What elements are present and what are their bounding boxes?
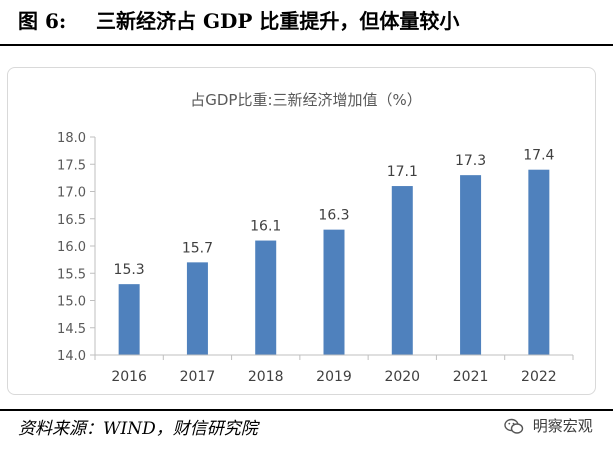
y-tick-label: 17.5 (57, 158, 86, 173)
y-tick-label: 17.0 (57, 186, 86, 201)
bar-2020 (391, 186, 413, 355)
x-tick-label: 2018 (248, 369, 284, 385)
bar-2019 (323, 229, 345, 355)
bars (118, 169, 550, 355)
chart-container: 占GDP比重:三新经济增加值（%） 14.0 14.5 15.0 15.5 16.0 16… (7, 67, 596, 395)
data-label: 16.1 (250, 219, 281, 235)
x-tick-label: 2022 (521, 369, 557, 385)
wechat-icon (504, 418, 524, 434)
footer-rule (0, 409, 613, 411)
y-tick-label: 16.5 (57, 213, 86, 228)
y-tick-label: 16.0 (57, 240, 86, 255)
source-note: 资料来源：WIND，财信研究院 (18, 419, 258, 439)
y-tick-label: 14.0 (57, 349, 86, 364)
y-tick-label: 14.5 (57, 322, 86, 337)
data-label: 15.7 (182, 240, 213, 256)
bar-2017 (186, 262, 208, 355)
data-label: 17.4 (523, 148, 554, 164)
y-tick-label: 15.5 (57, 267, 86, 282)
bar-2021 (460, 175, 482, 355)
data-label: 15.3 (114, 262, 145, 278)
bar-chart: 占GDP比重:三新经济增加值（%） 14.0 14.5 15.0 15.5 16.0 16… (57, 91, 574, 385)
chart-title: 占GDP比重:三新经济增加值（%） (190, 91, 422, 109)
x-tick-label: 2020 (384, 369, 420, 385)
data-label: 17.1 (387, 164, 418, 180)
x-tick-label: 2021 (453, 369, 489, 385)
bar-2016 (118, 284, 140, 355)
x-axis: 2016 2017 2018 2019 2020 2021 2022 (94, 354, 574, 385)
bar-2018 (255, 240, 277, 355)
x-tick-label: 2019 (316, 369, 352, 385)
y-tick-label: 18.0 (57, 131, 86, 146)
data-label: 17.3 (455, 153, 486, 169)
figure-caption: 三新经济占 GDP 比重提升，但体量较小 (96, 9, 460, 33)
watermark-text: 明察宏观 (532, 417, 593, 435)
y-tick-label: 15.0 (57, 295, 86, 310)
figure-header: 图 6: 三新经济占 GDP 比重提升，但体量较小 (0, 0, 613, 42)
watermark: 明察宏观 (504, 413, 593, 439)
y-axis: 14.0 14.5 15.0 15.5 16.0 16.5 17.0 17.5 18.0 (57, 131, 96, 364)
header-rule (0, 44, 613, 46)
data-label: 16.3 (318, 208, 349, 224)
data-labels: 15.3 15.7 16.1 16.3 17.1 17.3 17.4 (114, 148, 555, 278)
figure-label: 图 6: (18, 9, 67, 33)
x-tick-label: 2016 (111, 369, 147, 385)
x-tick-label: 2017 (180, 369, 216, 385)
bar-2022 (528, 169, 550, 355)
